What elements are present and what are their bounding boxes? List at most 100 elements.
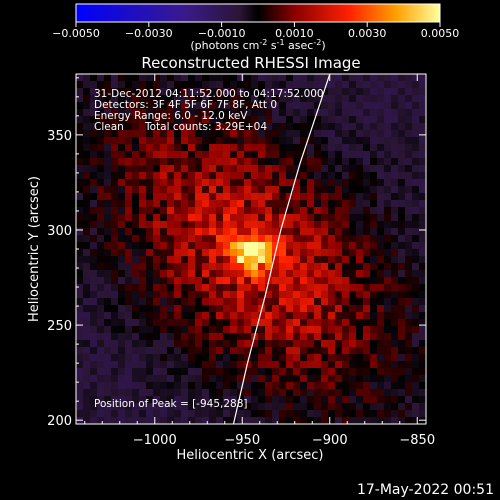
heatmap-cell	[244, 291, 252, 299]
heatmap-cell	[314, 256, 322, 264]
heatmap-cell	[174, 361, 182, 369]
heatmap-cell	[391, 200, 399, 208]
heatmap-cell	[139, 158, 147, 166]
heatmap-cell	[258, 417, 266, 424]
heatmap-cell	[335, 228, 343, 236]
heatmap-cell	[300, 214, 308, 222]
heatmap-cell	[125, 186, 133, 194]
heatmap-cell	[398, 186, 406, 194]
heatmap-cell	[342, 249, 350, 257]
heatmap-cell	[111, 298, 119, 306]
heatmap-cell	[265, 333, 273, 341]
solar-limb-curve	[232, 74, 331, 424]
heatmap-cell	[216, 403, 224, 411]
heatmap-cell	[244, 151, 252, 159]
heatmap-cell	[97, 340, 105, 348]
heatmap-cell	[195, 403, 203, 411]
heatmap-cell	[328, 207, 336, 215]
heatmap-cell	[230, 186, 238, 194]
heatmap-cell	[202, 277, 210, 285]
heatmap-cell	[391, 214, 399, 222]
heatmap-cell	[139, 151, 147, 159]
heatmap-cell	[97, 137, 105, 145]
heatmap-cell	[307, 74, 315, 82]
heatmap-cell	[377, 193, 385, 201]
heatmap-cell	[83, 263, 91, 271]
heatmap-cell	[230, 256, 238, 264]
heatmap-cell	[412, 347, 420, 355]
heatmap-cell	[76, 389, 84, 397]
heatmap-cell	[195, 249, 203, 257]
heatmap-cell	[174, 116, 182, 124]
heatmap-cell	[230, 305, 238, 313]
heatmap-cell	[314, 172, 322, 180]
heatmap-cell	[237, 312, 245, 320]
heatmap-cell	[230, 81, 238, 89]
heatmap-cell	[412, 158, 420, 166]
heatmap-cell	[412, 200, 420, 208]
heatmap-cell	[258, 263, 266, 271]
heatmap-cell	[111, 235, 119, 243]
heatmap-cell	[279, 375, 287, 383]
heatmap-cell	[118, 102, 126, 110]
heatmap-cell	[314, 270, 322, 278]
heatmap-cell	[300, 109, 308, 117]
heatmap-cell	[97, 354, 105, 362]
heatmap-cell	[167, 109, 175, 117]
heatmap-cell	[258, 144, 266, 152]
heatmap-cell	[384, 123, 392, 131]
heatmap-cell	[139, 256, 147, 264]
heatmap-cell	[97, 172, 105, 180]
heatmap-cell	[209, 305, 217, 313]
heatmap-cell	[76, 298, 84, 306]
heatmap-cell	[104, 186, 112, 194]
info-time-range: 31-Dec-2012 04:11:52.000 to 04:17:52.000	[94, 88, 324, 100]
heatmap-cell	[111, 375, 119, 383]
heatmap-cell	[314, 151, 322, 159]
heatmap-cell	[237, 277, 245, 285]
heatmap-cell	[83, 95, 91, 103]
heatmap-cell	[300, 382, 308, 390]
heatmap-cell	[104, 270, 112, 278]
heatmap-cell	[104, 179, 112, 187]
heatmap-cell	[405, 326, 413, 334]
heatmap-cell	[104, 396, 112, 404]
heatmap-cell	[139, 137, 147, 145]
heatmap-cell	[412, 130, 420, 138]
heatmap-cell	[356, 249, 364, 257]
heatmap-cell	[195, 389, 203, 397]
heatmap-cell	[286, 172, 294, 180]
heatmap-cell	[251, 179, 259, 187]
heatmap-cell	[265, 95, 273, 103]
heatmap-cell	[321, 326, 329, 334]
heatmap-cell	[146, 172, 154, 180]
heatmap-cell	[216, 277, 224, 285]
heatmap-cell	[181, 382, 189, 390]
heatmap-cell	[132, 221, 140, 229]
heatmap-cell	[125, 403, 133, 411]
heatmap-cell	[419, 291, 426, 299]
heatmap-cell	[251, 193, 259, 201]
heatmap-cell	[195, 144, 203, 152]
heatmap-cell	[321, 368, 329, 376]
heatmap-cell	[398, 235, 406, 243]
heatmap-cell	[202, 102, 210, 110]
heatmap-cell	[412, 144, 420, 152]
heatmap-cell	[223, 88, 231, 96]
heatmap-cell	[111, 179, 119, 187]
heatmap-cell	[237, 340, 245, 348]
heatmap-cell	[356, 389, 364, 397]
heatmap-cell	[251, 361, 259, 369]
heatmap-cell	[377, 263, 385, 271]
heatmap-cell	[139, 284, 147, 292]
heatmap-cell	[314, 179, 322, 187]
heatmap-cell	[237, 235, 245, 243]
heatmap-cell	[307, 326, 315, 334]
heatmap-cell	[209, 256, 217, 264]
heatmap-cell	[272, 207, 280, 215]
heatmap-cell	[188, 151, 196, 159]
heatmap-cell	[251, 200, 259, 208]
info-block: 31-Dec-2012 04:11:52.000 to 04:17:52.000…	[94, 88, 324, 133]
heatmap-cell	[153, 340, 161, 348]
heatmap-cell	[209, 74, 217, 82]
